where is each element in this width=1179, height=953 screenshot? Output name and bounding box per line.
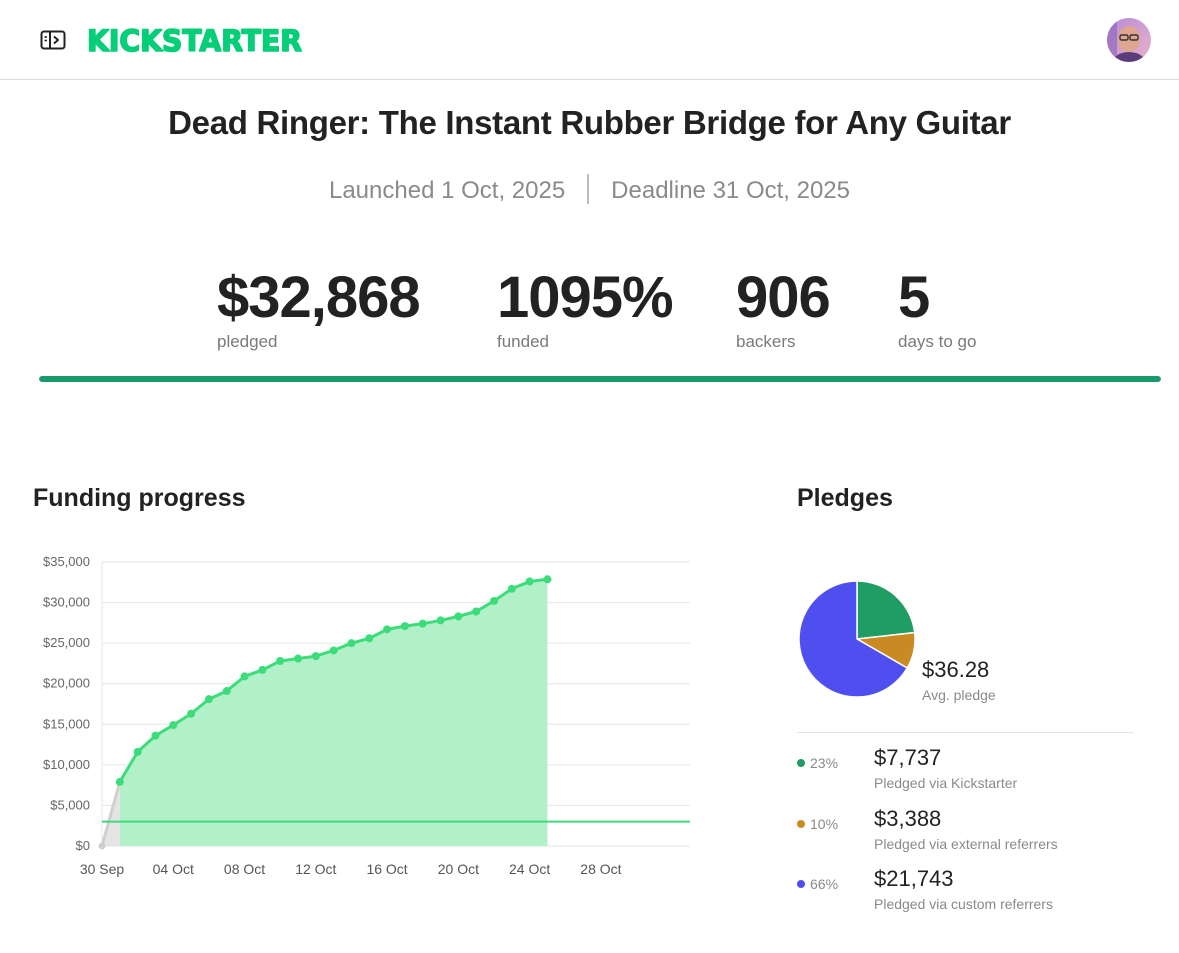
pledge-amount: $3,388 bbox=[874, 806, 942, 831]
pre-launch-point bbox=[98, 842, 106, 850]
stat-days-label: days to go bbox=[898, 332, 977, 351]
legend-dot bbox=[797, 759, 805, 767]
date-separator bbox=[587, 174, 590, 204]
y-tick-label: $20,000 bbox=[43, 676, 90, 691]
funding-point[interactable] bbox=[507, 584, 516, 593]
x-tick-label: 30 Sep bbox=[80, 861, 125, 877]
pledges-pie-chart bbox=[798, 580, 916, 698]
stat-backers-label: backers bbox=[736, 332, 796, 351]
funding-point[interactable] bbox=[222, 687, 231, 696]
pledge-row-custom: 66% $21,743 Pledged via custom referrers bbox=[797, 866, 1157, 922]
stat-backers-value: 906 bbox=[736, 265, 831, 330]
pledges-title: Pledges bbox=[797, 484, 893, 512]
pledges-divider bbox=[797, 732, 1134, 733]
stat-days: 5 days to go bbox=[898, 266, 976, 352]
funding-point[interactable] bbox=[276, 656, 285, 665]
funding-area bbox=[119, 579, 548, 846]
pledge-description: Pledged via external referrers bbox=[874, 836, 1058, 852]
stat-funded-label: funded bbox=[497, 332, 549, 351]
x-tick-label: 24 Oct bbox=[509, 861, 550, 877]
x-tick-label: 08 Oct bbox=[224, 861, 265, 877]
y-tick-label: $15,000 bbox=[43, 716, 90, 731]
funding-point[interactable] bbox=[525, 577, 534, 586]
pledge-percent: 66% bbox=[810, 876, 839, 892]
y-tick-label: $25,000 bbox=[43, 635, 90, 650]
funding-progress-bar bbox=[39, 376, 1161, 382]
avg-pledge-value: $36.28 bbox=[922, 657, 990, 682]
pledge-description: Pledged via custom referrers bbox=[874, 896, 1053, 912]
pledge-row-kickstarter: 23% $7,737 Pledged via Kickstarter bbox=[797, 745, 1157, 801]
legend-dot bbox=[797, 820, 805, 828]
pledge-amount: $7,737 bbox=[874, 745, 942, 770]
pledge-percent: 10% bbox=[810, 816, 839, 832]
funding-point[interactable] bbox=[151, 731, 160, 740]
funding-point[interactable] bbox=[115, 777, 124, 786]
funding-point[interactable] bbox=[169, 721, 178, 730]
pledge-percent: 23% bbox=[810, 755, 839, 771]
funding-point[interactable] bbox=[490, 596, 498, 605]
x-tick-label: 16 Oct bbox=[366, 861, 407, 877]
y-tick-label: $35,000 bbox=[43, 554, 90, 569]
funding-point[interactable] bbox=[472, 607, 481, 616]
pledge-row-external: 10% $3,388 Pledged via external referrer… bbox=[797, 806, 1157, 862]
y-tick-label: $30,000 bbox=[43, 595, 90, 610]
top-bar: KICKSTARTER bbox=[0, 0, 1179, 80]
funding-point[interactable] bbox=[383, 625, 392, 634]
funding-point[interactable] bbox=[436, 616, 445, 625]
funding-point[interactable] bbox=[294, 654, 302, 663]
funding-point[interactable] bbox=[347, 639, 356, 648]
funding-point[interactable] bbox=[329, 646, 338, 655]
funding-point[interactable] bbox=[258, 665, 267, 674]
stat-backers: 906 backers bbox=[736, 265, 831, 352]
avg-pledge: $36.28 Avg. pledge bbox=[922, 657, 996, 703]
kickstarter-logo[interactable]: KICKSTARTER bbox=[87, 22, 303, 58]
funding-point[interactable] bbox=[133, 747, 142, 756]
funding-progress-fill bbox=[39, 376, 1161, 382]
pie-slice[interactable] bbox=[856, 580, 916, 640]
deadline-date: Deadline 31 Oct, 2025 bbox=[611, 177, 850, 204]
avatar[interactable] bbox=[1107, 18, 1151, 62]
sidebar-toggle-icon[interactable] bbox=[40, 30, 66, 50]
y-tick-label: $0 bbox=[76, 838, 90, 853]
stat-pledged-label: pledged bbox=[217, 332, 278, 351]
y-tick-label: $5,000 bbox=[50, 797, 90, 812]
funding-point[interactable] bbox=[454, 612, 463, 621]
x-tick-label: 20 Oct bbox=[438, 861, 479, 877]
stat-pledged-value: $32,868 bbox=[217, 265, 421, 330]
project-dates: Launched 1 Oct, 2025 Deadline 31 Oct, 202… bbox=[0, 174, 1179, 205]
funding-point[interactable] bbox=[240, 672, 249, 681]
pre-launch-line bbox=[100, 781, 122, 847]
x-tick-label: 28 Oct bbox=[580, 861, 621, 877]
legend-dot bbox=[797, 880, 805, 888]
pie-slice[interactable] bbox=[798, 580, 909, 698]
funding-point[interactable] bbox=[187, 709, 196, 718]
funding-point[interactable] bbox=[418, 619, 427, 628]
funding-point[interactable] bbox=[204, 695, 213, 704]
user-avatar-icon bbox=[1107, 18, 1151, 62]
x-tick-label: 04 Oct bbox=[153, 861, 194, 877]
funding-point[interactable] bbox=[543, 575, 552, 584]
y-tick-label: $10,000 bbox=[43, 757, 90, 772]
funding-point[interactable] bbox=[400, 622, 409, 631]
funding-chart: $0 $5,000 $10,000 $15,000 $20,000 $25,000 $30,… bbox=[43, 554, 690, 877]
funding-point[interactable] bbox=[311, 652, 320, 661]
funding-progress-title: Funding progress bbox=[33, 484, 246, 512]
project-title: Dead Ringer: The Instant Rubber Bridge f… bbox=[168, 104, 1011, 141]
stat-funded: 1095% funded bbox=[497, 265, 674, 352]
funding-point[interactable] bbox=[365, 634, 374, 643]
stat-funded-value: 1095% bbox=[497, 265, 674, 330]
stat-days-value: 5 bbox=[898, 265, 930, 330]
pledge-amount: $21,743 bbox=[874, 866, 954, 891]
logo-text: KICKSTARTER bbox=[87, 24, 302, 58]
pledge-description: Pledged via Kickstarter bbox=[874, 775, 1018, 791]
stat-pledged: $32,868 pledged bbox=[217, 265, 421, 352]
x-tick-label: 12 Oct bbox=[295, 861, 336, 877]
avg-pledge-label: Avg. pledge bbox=[922, 687, 996, 703]
launch-date: Launched 1 Oct, 2025 bbox=[328, 177, 566, 204]
